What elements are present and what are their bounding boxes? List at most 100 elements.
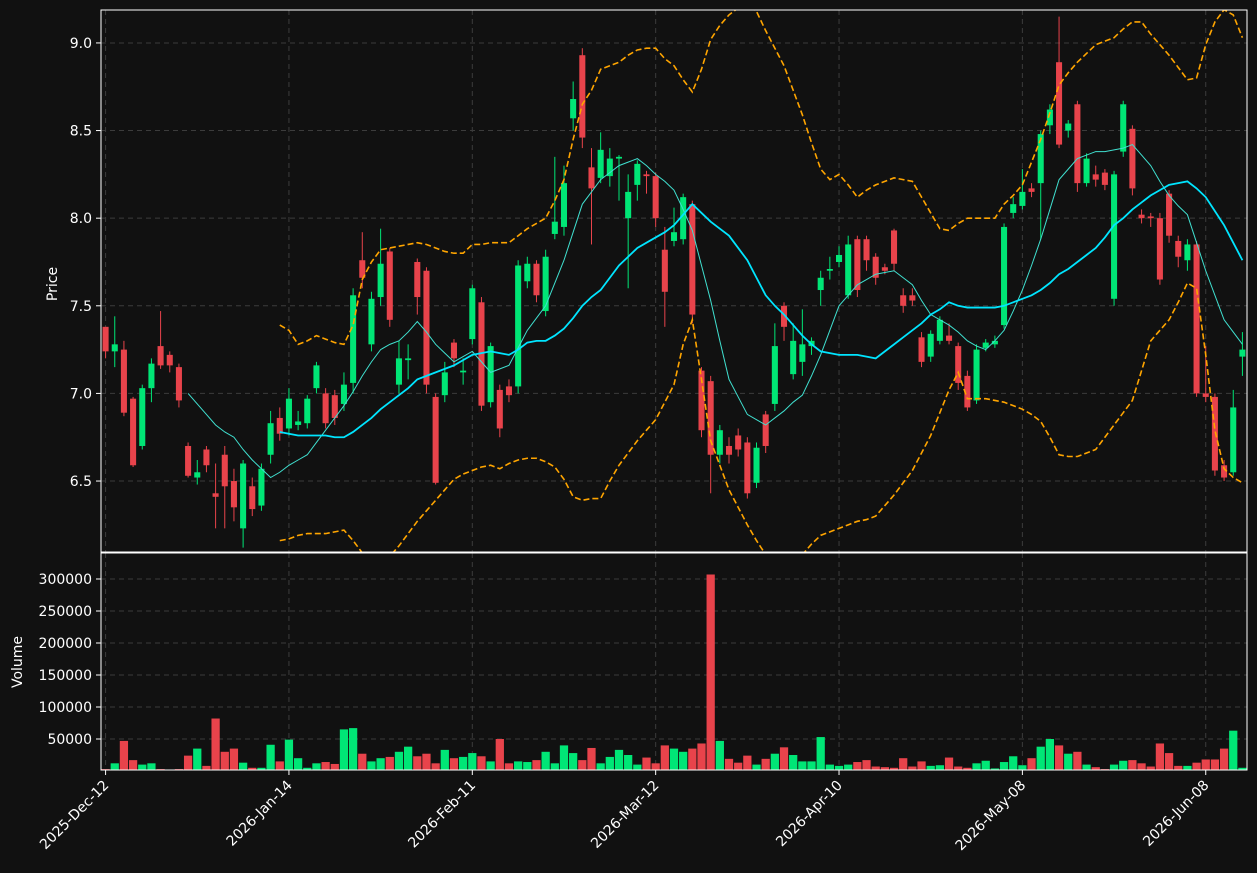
volume-bar xyxy=(1109,764,1119,770)
x-tick-label: 2026-Jun-08 xyxy=(1140,778,1212,850)
candle-body xyxy=(221,454,228,487)
volume-bar xyxy=(679,751,688,770)
candle-body xyxy=(634,163,641,185)
candle-body xyxy=(120,349,127,413)
volume-bar xyxy=(394,751,404,770)
candle-body xyxy=(817,277,824,291)
volume-bar xyxy=(990,768,1000,770)
candle-body xyxy=(936,319,943,341)
candle-body xyxy=(826,268,833,271)
candle-body xyxy=(340,384,347,404)
volume-bar xyxy=(972,763,981,770)
candle-body xyxy=(524,263,531,282)
candle-body xyxy=(881,267,888,271)
candle-body xyxy=(900,295,907,306)
volume-bar xyxy=(523,762,532,770)
volume-bar xyxy=(954,766,963,770)
volume-bar xyxy=(669,748,679,770)
candle-body xyxy=(707,381,714,455)
volume-bar xyxy=(1027,758,1036,770)
volume-bar xyxy=(761,758,770,770)
volume-bar xyxy=(587,747,596,770)
candle-body xyxy=(166,354,173,366)
volume-bar xyxy=(853,762,862,770)
candle-body xyxy=(725,445,733,455)
candle-body xyxy=(762,414,769,446)
candle-body xyxy=(964,375,971,408)
candle-body xyxy=(1230,407,1237,473)
volume-bar xyxy=(1174,765,1183,770)
candle-body xyxy=(1101,172,1108,185)
y-axis-label: Price xyxy=(45,267,61,301)
volume-bar xyxy=(339,729,349,770)
volume-bar xyxy=(404,746,413,770)
volume-bar xyxy=(816,737,825,770)
volume-bar xyxy=(697,743,706,770)
candle-body xyxy=(560,183,568,227)
volume-bar xyxy=(844,764,853,770)
candle-body xyxy=(423,270,430,385)
volume-bar xyxy=(1229,730,1238,770)
candle-body xyxy=(285,398,292,429)
volume-bar xyxy=(624,754,633,770)
candle-body xyxy=(1083,158,1090,184)
candle-body xyxy=(1184,244,1191,261)
volume-bar xyxy=(348,728,358,770)
candle-body xyxy=(350,295,357,383)
candle-body xyxy=(588,167,595,189)
candle-body xyxy=(230,481,237,508)
candle-body xyxy=(670,232,678,241)
volume-bar xyxy=(147,763,156,770)
volume-bar xyxy=(926,765,935,770)
candle-body xyxy=(1193,244,1200,394)
volume-bar xyxy=(596,763,605,770)
candle-body xyxy=(909,295,916,301)
volume-bar xyxy=(1128,760,1137,770)
volume-bar xyxy=(724,758,734,770)
volume-bar xyxy=(743,755,752,770)
y-tick-label: 6.5 xyxy=(70,474,92,490)
volume-bar xyxy=(789,754,798,770)
volume-bar xyxy=(770,753,779,770)
candle-body xyxy=(331,395,338,418)
volume-bar xyxy=(110,763,119,770)
candle-body xyxy=(487,346,494,403)
candle-body xyxy=(918,337,925,362)
volume-bar xyxy=(651,763,660,770)
volume-bar xyxy=(1210,759,1220,770)
candle-body xyxy=(1010,204,1017,213)
candle-body xyxy=(258,468,265,506)
volume-bar xyxy=(1036,746,1045,770)
x-tick-label: 2026-Apr-10 xyxy=(773,778,846,851)
candle-body xyxy=(1046,109,1053,126)
volume-bar xyxy=(1201,759,1210,770)
candle-body xyxy=(790,340,797,375)
candle-body xyxy=(515,265,522,387)
volume-bar xyxy=(330,763,339,770)
volume-bar xyxy=(944,757,954,770)
candle-body xyxy=(661,249,668,292)
volume-bar xyxy=(1054,745,1064,770)
candle-body xyxy=(1156,218,1163,280)
candle-body xyxy=(1147,216,1154,219)
volume-bar xyxy=(321,762,330,770)
volume-bar xyxy=(899,758,908,770)
y-tick-label: 150000 xyxy=(39,668,92,684)
candle-body xyxy=(1074,104,1081,184)
candle-body xyxy=(579,55,586,138)
volume-bar xyxy=(284,739,294,770)
volume-bar xyxy=(550,763,559,770)
candle-body xyxy=(175,367,182,401)
candle-body xyxy=(891,230,898,264)
volume-bar xyxy=(834,765,844,770)
volume-bar xyxy=(1073,751,1082,770)
volume-bar xyxy=(193,748,202,770)
volume-bar xyxy=(614,749,624,770)
candle-body xyxy=(991,340,998,345)
volume-bar xyxy=(889,767,899,770)
volume-bar xyxy=(688,748,697,770)
candle-body xyxy=(744,442,751,494)
volume-bar xyxy=(862,760,871,770)
volume-bar xyxy=(449,758,459,770)
